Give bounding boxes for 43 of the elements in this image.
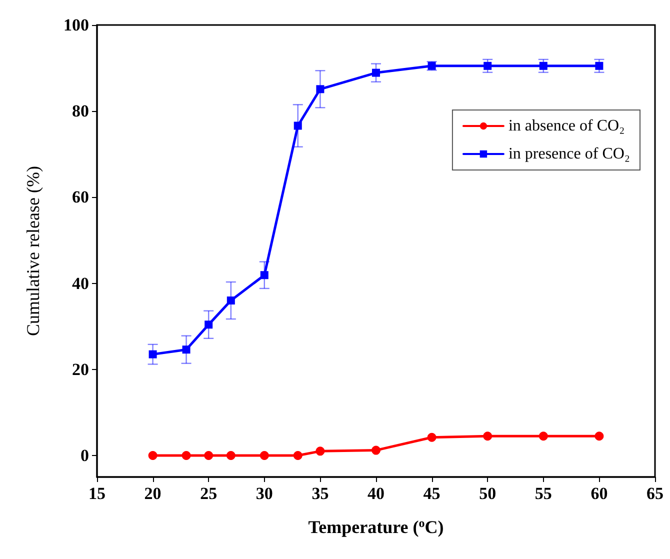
x-tick-label: 20	[144, 484, 162, 503]
point	[226, 296, 235, 305]
point	[294, 122, 302, 130]
x-tick-label: 25	[200, 484, 218, 503]
x-tick-label: 35	[312, 484, 329, 503]
point	[148, 350, 157, 358]
point	[372, 446, 380, 455]
point	[539, 62, 548, 70]
x-tick-label: 65	[646, 484, 664, 503]
point	[594, 432, 604, 441]
y-tick-label: 80	[72, 102, 89, 121]
x-tick-label: 55	[534, 484, 552, 503]
point	[483, 432, 492, 441]
x-tick-label: 40	[368, 484, 384, 503]
point	[260, 271, 268, 280]
y-tick-label: 0	[80, 446, 89, 465]
point	[260, 450, 269, 460]
x-tick-label: 50	[479, 484, 496, 503]
y-tick-label: 100	[64, 16, 89, 34]
point	[538, 432, 548, 441]
x-tick-label: 15	[88, 484, 106, 503]
point	[204, 320, 213, 329]
legend-label: in presence of CO₂	[508, 146, 630, 162]
y-tick-label: 60	[72, 188, 89, 207]
point	[316, 85, 324, 94]
y-axis-title: Cumulative release (%)	[23, 166, 43, 336]
point	[182, 346, 190, 354]
point	[148, 450, 158, 460]
y-tick-label: 20	[72, 360, 89, 379]
point	[595, 62, 604, 70]
point	[484, 62, 492, 70]
point	[427, 432, 436, 442]
point	[316, 446, 325, 456]
point	[226, 450, 236, 460]
legend-label: in absence of CO₂	[508, 118, 625, 134]
point	[372, 68, 380, 77]
point	[293, 450, 302, 460]
x-tick-label: 45	[423, 484, 440, 503]
point	[182, 450, 191, 460]
x-tick-label: 60	[590, 484, 608, 503]
y-tick-label: 40	[72, 274, 89, 293]
point	[204, 450, 214, 460]
x-tick-label: 30	[256, 484, 273, 503]
